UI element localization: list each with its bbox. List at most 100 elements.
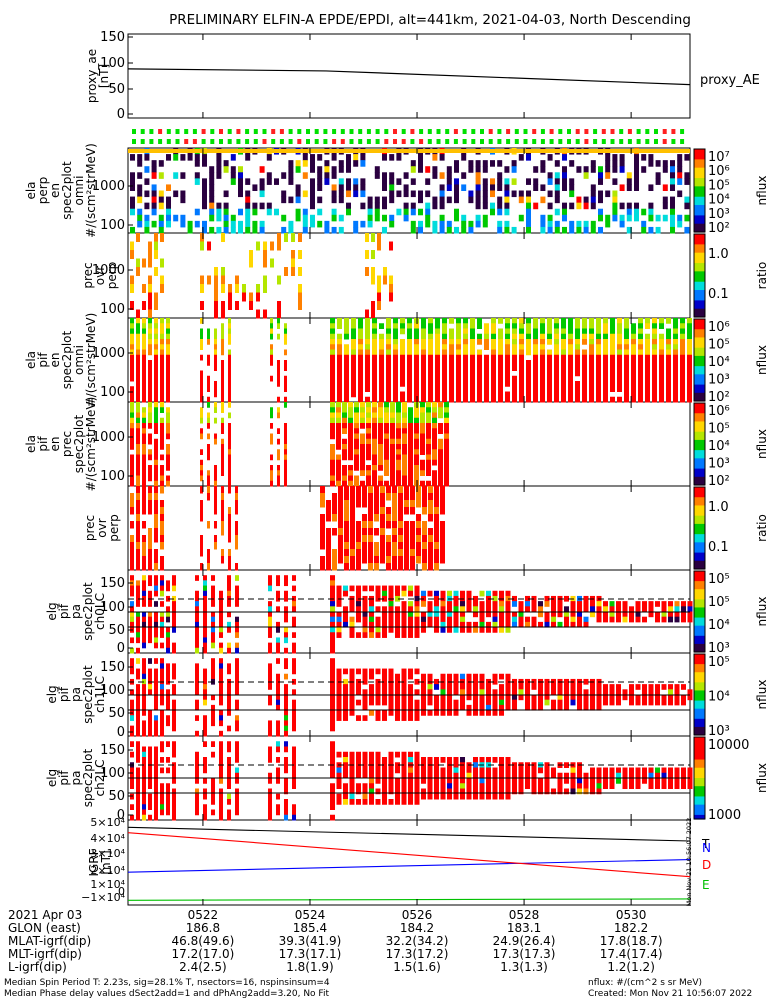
flag-mark-bottom [393,139,397,144]
spec-cell-1 [374,202,380,210]
pa-cell-7 [687,694,693,701]
spec-cell-1 [576,196,582,204]
spec-cell-1 [137,184,143,191]
colorbar-cell-8 [694,761,705,765]
spec-cell-3 [358,344,363,350]
pa-cell-8 [388,778,394,784]
pa-cell-6 [603,606,608,612]
orbit-value: 46.8(49.6) [171,934,235,948]
pa-cell-7 [395,684,400,690]
spec-cell-5 [356,521,361,529]
colorbar-tick-3-4: 10² [708,390,730,405]
spec-cell-3 [638,375,643,382]
spec-cell-1 [223,166,229,173]
spec-cell-3 [442,375,447,382]
pa-cell-7 [414,689,420,695]
spec-cell-4 [438,459,443,466]
pa-cell-8 [401,799,407,805]
pa-cell-6 [362,585,368,592]
spec-cell-1 [158,214,164,222]
pa-cell-6 [276,606,280,612]
pa-cell-8 [356,788,361,795]
pa-cell-6 [401,606,407,612]
pa-cell-6 [512,601,517,607]
spec-cell-3 [589,386,594,392]
colorbar-frame-5 [693,486,706,570]
spec-cell-5 [221,493,224,501]
spec-cell-5 [154,514,158,522]
pa-cell-7 [505,673,511,680]
spec-cell-3 [610,370,615,377]
spec-cell-4 [200,475,203,482]
spec-cell-4 [166,444,170,450]
flag-mark-bottom [149,139,154,144]
spec-cell-1 [605,220,611,228]
spec-cell-1 [619,220,625,228]
spec-cell-3 [154,360,158,366]
spec-cell-3 [610,396,615,403]
spec-cell-4 [396,407,401,413]
pa-cell-8 [486,783,491,789]
spec-cell-3 [491,381,496,387]
colorbar-cell-1 [694,157,705,160]
spec-cell-2 [263,275,267,285]
pa-cell-8 [235,741,239,747]
spec-cell-4 [402,417,407,424]
spec-cell-5 [416,493,421,501]
pa-cell-8 [362,783,368,789]
spec-cell-4 [378,438,383,445]
spec-cell-4 [142,465,146,471]
spec-cell-1 [324,172,330,179]
pa-cell-8 [570,772,576,779]
spec-cell-3 [638,360,643,366]
pa-cell-6 [453,590,459,597]
spec-cell-3 [456,339,461,345]
pa-cell-8 [336,772,342,779]
spec-cell-4 [414,454,419,461]
pa-cell-8 [130,814,134,821]
spec-cell-2 [291,258,295,268]
spec-cell-5 [380,493,385,501]
flag-mark-bottom [166,139,171,144]
pa-cell-6 [401,621,407,628]
pa-cell-7 [395,710,400,716]
spec-cell-3 [631,360,636,366]
spec-cell-3 [666,386,671,392]
spec-cell-4 [378,412,383,419]
pa-cell-6 [235,601,239,607]
spec-cell-5 [422,556,427,564]
spec-cell-3 [673,328,678,335]
pa-cell-8 [292,778,296,784]
spec-cell-5 [440,486,445,494]
spec-cell-5 [136,507,140,515]
spec-cell-1 [151,190,157,198]
pa-cell-6 [447,611,452,618]
spec-cell-1 [418,226,423,234]
pa-cell-7 [195,730,199,737]
spec-cell-4 [372,449,377,455]
pa-cell-6 [142,627,146,633]
colorbar-cell-6 [694,631,705,635]
colorbar-cell-5 [694,534,705,537]
spec-cell-3 [330,381,335,387]
pa-cell-8 [388,751,394,758]
pa-cell-8 [356,751,361,758]
spec-cell-5 [362,521,367,529]
spec-cell-3 [484,344,489,350]
spec-cell-3 [428,360,433,366]
pa-cell-8 [648,778,654,784]
spec-cell-3 [491,396,496,403]
spec-cell-3 [554,386,559,392]
pa-cell-7 [603,699,608,706]
pa-cell-8 [219,767,223,774]
spec-cell-3 [393,370,398,377]
spec-cell-2 [200,284,204,293]
spec-cell-4 [200,433,203,440]
colorbar-cell-3 [694,353,705,357]
spec-cell-3 [470,328,475,335]
colorbar-cell-1 [694,196,705,200]
spec-cell-2 [142,258,146,268]
colorbar-cell-1 [694,180,705,183]
pa-cell-7 [276,684,280,690]
pa-cell-8 [590,767,595,774]
